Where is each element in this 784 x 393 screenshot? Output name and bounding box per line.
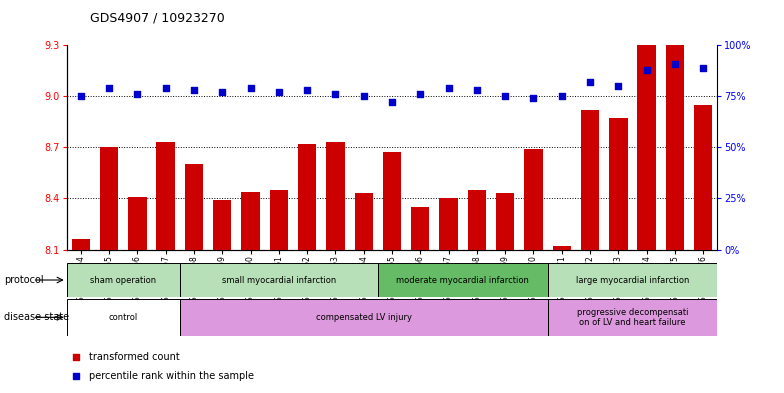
Point [669, 61, 681, 67]
Point [216, 89, 228, 95]
Bar [439, 198, 458, 250]
Point [74, 93, 87, 99]
Point [499, 93, 511, 99]
Text: moderate myocardial infarction: moderate myocardial infarction [396, 275, 529, 285]
Point [245, 85, 257, 91]
Point [187, 87, 200, 93]
Bar [411, 207, 430, 250]
Bar [383, 152, 401, 250]
Bar [378, 263, 547, 297]
Bar [609, 118, 627, 250]
Point [131, 91, 143, 97]
Bar [185, 164, 203, 250]
Point [159, 85, 172, 91]
Bar [67, 263, 180, 297]
Text: progressive decompensati
on of LV and heart failure: progressive decompensati on of LV and he… [577, 308, 688, 327]
Point [301, 87, 314, 93]
Point [527, 95, 539, 101]
Bar [128, 197, 147, 250]
Point [358, 93, 370, 99]
Point [312, 105, 325, 111]
Bar [524, 149, 543, 250]
Bar [326, 142, 345, 250]
Point [612, 83, 625, 89]
Bar [637, 45, 656, 250]
Bar [581, 110, 599, 250]
Text: small myocardial infarction: small myocardial infarction [222, 275, 336, 285]
Bar [67, 299, 180, 336]
Bar [270, 190, 288, 250]
Bar [298, 144, 316, 250]
Point [641, 66, 653, 73]
Bar [468, 190, 486, 250]
Text: transformed count: transformed count [89, 352, 180, 362]
Bar [496, 193, 514, 250]
Bar [213, 200, 231, 250]
Bar [354, 193, 373, 250]
Text: disease state: disease state [4, 312, 69, 322]
Bar [180, 263, 378, 297]
Point [103, 85, 115, 91]
Text: percentile rank within the sample: percentile rank within the sample [89, 371, 255, 382]
Bar [666, 45, 684, 250]
Bar [241, 192, 260, 250]
Text: large myocardial infarction: large myocardial infarction [575, 275, 689, 285]
Point [470, 87, 483, 93]
Point [414, 91, 426, 97]
Text: protocol: protocol [4, 275, 44, 285]
Bar [547, 263, 717, 297]
Point [697, 64, 710, 71]
Point [273, 89, 285, 95]
Text: control: control [109, 313, 138, 322]
Bar [157, 142, 175, 250]
Bar [180, 299, 547, 336]
Point [556, 93, 568, 99]
Text: compensated LV injury: compensated LV injury [316, 313, 412, 322]
Bar [553, 246, 571, 250]
Text: GDS4907 / 10923270: GDS4907 / 10923270 [90, 12, 225, 25]
Bar [694, 105, 713, 250]
Text: sham operation: sham operation [90, 275, 156, 285]
Point [386, 99, 398, 106]
Point [312, 284, 325, 290]
Point [584, 79, 597, 85]
Point [442, 85, 455, 91]
Bar [100, 147, 118, 250]
Bar [547, 299, 717, 336]
Bar [71, 239, 90, 250]
Point [329, 91, 342, 97]
